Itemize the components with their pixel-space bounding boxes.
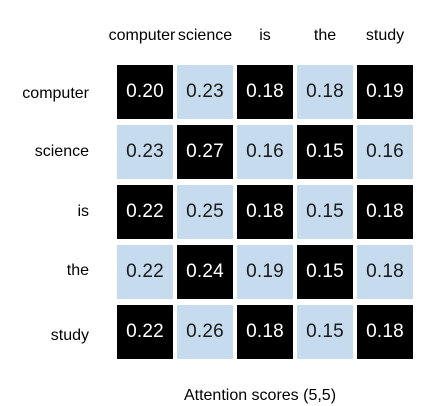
cell-is-computer: 0.22 bbox=[117, 185, 173, 239]
cell-computer-is: 0.18 bbox=[237, 65, 293, 119]
cell-study-study: 0.18 bbox=[357, 305, 413, 359]
cell-study-the: 0.15 bbox=[297, 305, 353, 359]
cell-study-is: 0.18 bbox=[237, 305, 293, 359]
column-label-is: is bbox=[259, 27, 271, 44]
cell-computer-science: 0.23 bbox=[177, 65, 233, 119]
cell-computer-study: 0.19 bbox=[357, 65, 413, 119]
matrix-caption: Attention scores (5,5) bbox=[183, 387, 337, 404]
cell-science-study: 0.16 bbox=[357, 125, 413, 179]
column-label-science: science bbox=[177, 27, 233, 44]
row-label-the: the bbox=[66, 262, 89, 279]
cell-science-is: 0.16 bbox=[237, 125, 293, 179]
row-label-is: is bbox=[77, 203, 89, 220]
row-label-study: study bbox=[50, 327, 89, 344]
cell-computer-computer: 0.20 bbox=[117, 65, 173, 119]
cell-the-computer: 0.22 bbox=[117, 245, 173, 299]
cell-the-the: 0.15 bbox=[297, 245, 353, 299]
row-label-computer: computer bbox=[22, 85, 89, 102]
column-label-the: the bbox=[313, 27, 337, 44]
cell-the-is: 0.19 bbox=[237, 245, 293, 299]
cell-is-is: 0.18 bbox=[237, 185, 293, 239]
row-label-science: science bbox=[34, 143, 89, 160]
column-label-study: study bbox=[365, 27, 405, 44]
cell-the-science: 0.24 bbox=[177, 245, 233, 299]
column-label-computer: computer bbox=[108, 27, 176, 44]
cell-science-the: 0.15 bbox=[297, 125, 353, 179]
cell-study-science: 0.26 bbox=[177, 305, 233, 359]
cell-is-science: 0.25 bbox=[177, 185, 233, 239]
cell-science-computer: 0.23 bbox=[117, 125, 173, 179]
cell-science-science: 0.27 bbox=[177, 125, 233, 179]
cell-study-computer: 0.22 bbox=[117, 305, 173, 359]
cell-computer-the: 0.18 bbox=[297, 65, 353, 119]
cell-the-study: 0.18 bbox=[357, 245, 413, 299]
cell-is-study: 0.18 bbox=[357, 185, 413, 239]
cell-is-the: 0.15 bbox=[297, 185, 353, 239]
